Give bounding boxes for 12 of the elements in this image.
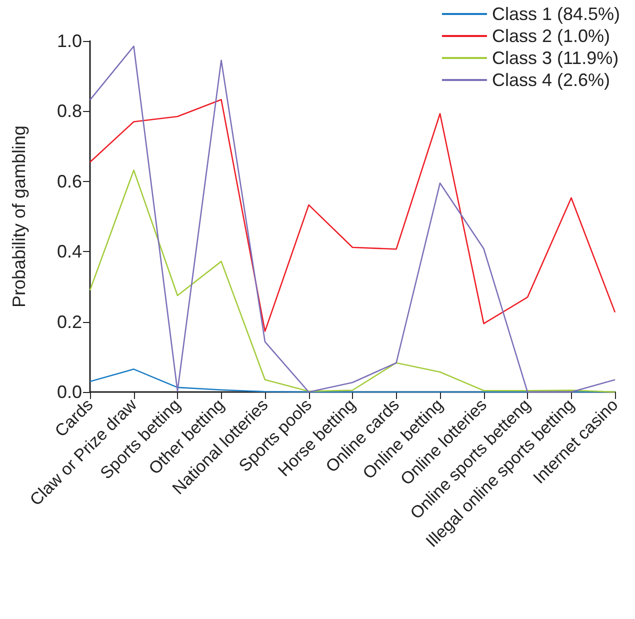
legend-label: Class 3 (11.9%) [492,48,619,68]
y-axis-title: Probability of gambling [9,125,29,308]
line-series [89,98,616,332]
y-tick-label: 0.4 [56,242,82,262]
y-tick-label: 1.0 [56,31,82,51]
y-tick-label: 0.2 [56,312,82,332]
legend-label: Class 2 (1.0%) [492,26,610,46]
y-tick-label: 0.6 [56,171,82,192]
legend-label: Class 1 (84.5%) [492,4,620,24]
legend-label: Class 4 (2.6%) [492,70,610,90]
y-tick-label: 0.0 [56,382,82,402]
y-tick-label: 0.8 [56,101,82,122]
